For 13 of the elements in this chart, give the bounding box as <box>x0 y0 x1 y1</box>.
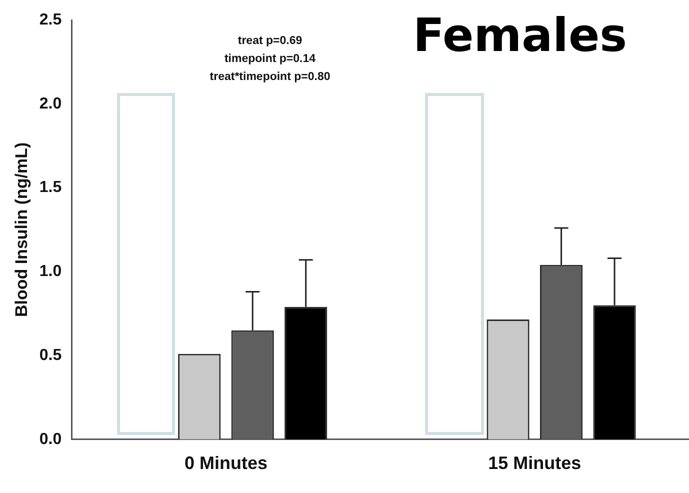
x-tick-label: 0 Minutes <box>184 453 268 474</box>
y-tick-label: 2.0 <box>39 95 62 112</box>
y-tick-label: 1.0 <box>39 263 62 280</box>
annotation: treat p=0.69 <box>236 34 304 49</box>
x-tick-label: 15 Minutes <box>488 453 582 474</box>
y-tick-label: 1.5 <box>39 179 62 196</box>
y-tick-label: 0.5 <box>39 346 62 364</box>
y-axis-title: Blood Insulin (ng/mL) <box>12 142 31 318</box>
y-tick-label: 2.5 <box>39 11 62 28</box>
annotation: timepoint p=0.14 <box>223 52 317 67</box>
annotation: treat*timepoint p=0.80 <box>208 70 332 85</box>
y-tick-label: 0.0 <box>39 430 62 448</box>
chart-title: Females <box>412 8 628 62</box>
